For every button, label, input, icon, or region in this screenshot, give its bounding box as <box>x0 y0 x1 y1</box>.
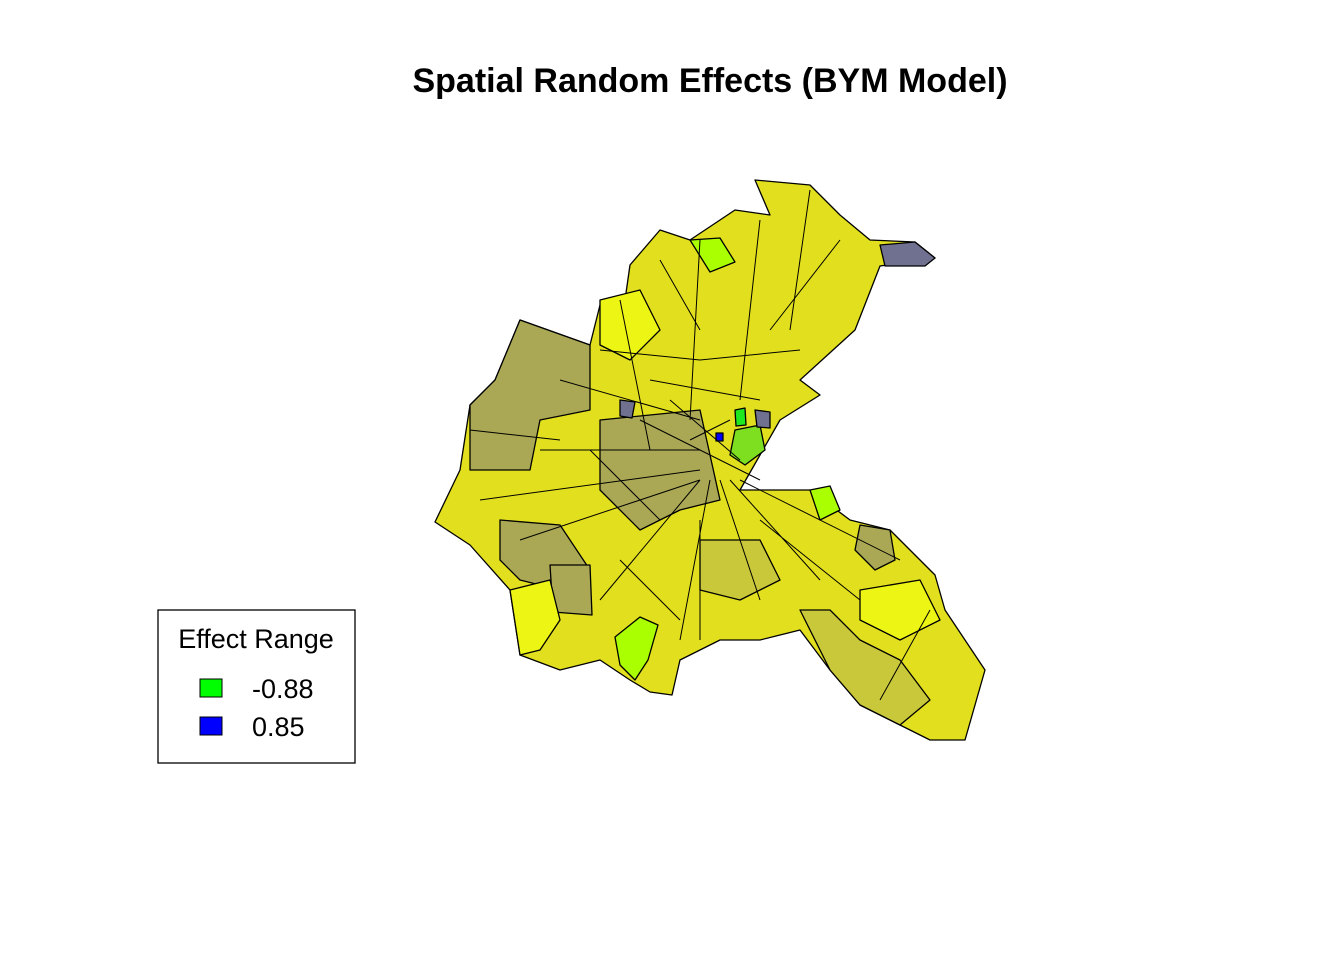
region-area <box>689 237 736 273</box>
legend-label: 0.85 <box>252 712 305 742</box>
region-borders <box>469 189 931 701</box>
map-title: Spatial Random Effects (BYM Model) <box>412 62 1007 100</box>
legend-swatch <box>199 678 223 698</box>
region-area <box>715 432 724 442</box>
region-area <box>879 241 936 267</box>
legend-swatch <box>199 716 223 736</box>
region-area <box>809 485 841 521</box>
region-area <box>509 579 561 656</box>
region-area <box>619 399 636 419</box>
legend-label: -0.88 <box>252 674 314 704</box>
region-area <box>614 616 659 681</box>
region-area <box>469 319 591 471</box>
legend-title: Effect Range <box>178 624 334 654</box>
legend-items: -0.88 0.85 <box>199 674 314 742</box>
region-area <box>754 409 771 429</box>
region-area <box>859 579 941 641</box>
region-area <box>734 407 747 427</box>
map-regions <box>434 179 986 741</box>
region-area <box>599 289 661 361</box>
region-area <box>729 424 766 466</box>
legend-box <box>157 609 356 764</box>
legend: Effect Range -0.88 0.85 <box>157 609 356 764</box>
region-area <box>799 609 931 726</box>
